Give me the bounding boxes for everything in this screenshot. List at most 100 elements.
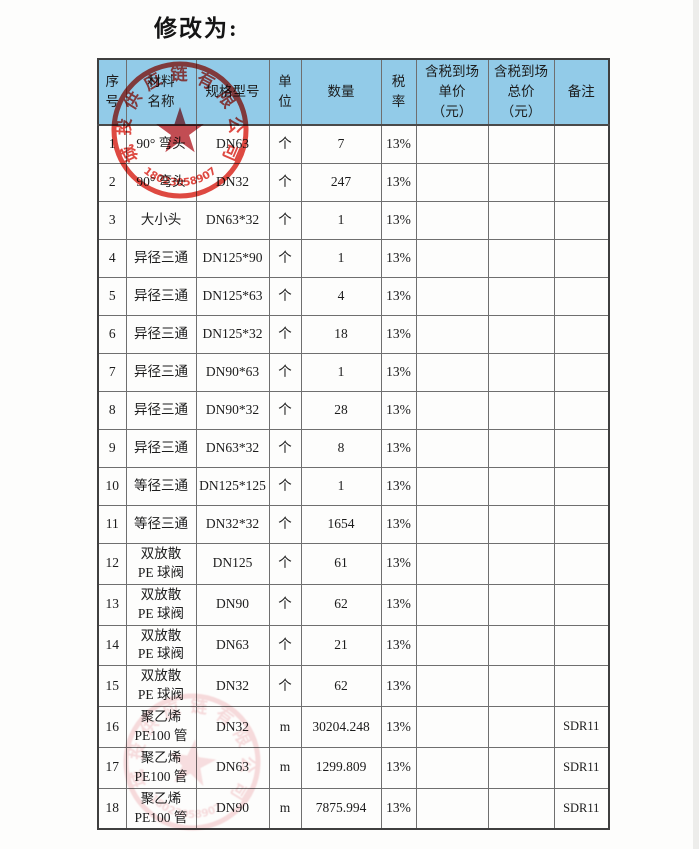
cell-remark	[553, 315, 610, 354]
cell-unit: 个	[268, 429, 302, 468]
cell-remark	[553, 201, 610, 240]
cell-rate: 13%	[380, 505, 417, 544]
cell-rate: 13%	[380, 583, 417, 626]
cell-rate: 13%	[380, 429, 417, 468]
table-row: 16 聚乙烯 PE100 管 DN32 m 30204.248 13% SDR1…	[97, 706, 610, 748]
cell-total-price	[487, 277, 555, 316]
cell-spec: DN32	[195, 665, 270, 708]
cell-no: 6	[97, 315, 127, 354]
cell-unit-price	[415, 467, 489, 506]
cell-no: 15	[97, 665, 127, 708]
header-cell-rate: 税 率	[380, 58, 417, 126]
cell-qty: 1654	[300, 505, 382, 544]
cell-unit-price	[415, 787, 489, 830]
cell-name: 异径三通	[125, 353, 197, 392]
cell-rate: 13%	[380, 706, 417, 748]
cell-total-price	[487, 624, 555, 667]
cell-unit-price	[415, 429, 489, 468]
cell-rate: 13%	[380, 746, 417, 789]
table-row: 10 等径三通 DN125*125 个 1 13%	[97, 467, 610, 506]
cell-name: 聚乙烯 PE100 管	[125, 706, 197, 748]
cell-no: 10	[97, 467, 127, 506]
cell-remark	[553, 124, 610, 164]
cell-unit-price	[415, 163, 489, 202]
cell-spec: DN125*90	[195, 239, 270, 278]
cell-total-price	[487, 505, 555, 544]
table-row: 3 大小头 DN63*32 个 1 13%	[97, 201, 610, 240]
cell-spec: DN90*63	[195, 353, 270, 392]
cell-name: 90° 弯头	[125, 163, 197, 202]
cell-no: 1	[97, 124, 127, 164]
header-cell-unit-price: 含税到场 单价 （元）	[415, 58, 489, 126]
cell-remark	[553, 353, 610, 392]
cell-unit: 个	[268, 239, 302, 278]
cell-name: 异径三通	[125, 239, 197, 278]
cell-total-price	[487, 665, 555, 708]
cell-total-price	[487, 467, 555, 506]
cell-total-price	[487, 163, 555, 202]
cell-no: 9	[97, 429, 127, 468]
document-title: 修改为:	[154, 16, 239, 41]
cell-total-price	[487, 706, 555, 748]
cell-no: 7	[97, 353, 127, 392]
cell-spec: DN63	[195, 624, 270, 667]
cell-qty: 1	[300, 353, 382, 392]
cell-remark: SDR11	[553, 746, 610, 789]
table-row: 13 双放散 PE 球阀 DN90 个 62 13%	[97, 583, 610, 626]
table-body: 1 90° 弯头 DN63 个 7 13% 2 90° 弯头 DN32 个 24…	[97, 124, 610, 830]
cell-spec: DN125*32	[195, 315, 270, 354]
cell-rate: 13%	[380, 787, 417, 830]
cell-rate: 13%	[380, 163, 417, 202]
cell-unit: 个	[268, 163, 302, 202]
cell-name: 异径三通	[125, 277, 197, 316]
cell-qty: 62	[300, 665, 382, 708]
cell-qty: 8	[300, 429, 382, 468]
cell-rate: 13%	[380, 277, 417, 316]
cell-qty: 4	[300, 277, 382, 316]
cell-rate: 13%	[380, 467, 417, 506]
cell-name: 等径三通	[125, 505, 197, 544]
cell-unit-price	[415, 277, 489, 316]
scan-edge-shading	[693, 0, 699, 849]
cell-total-price	[487, 583, 555, 626]
cell-unit-price	[415, 624, 489, 667]
cell-total-price	[487, 353, 555, 392]
cell-remark	[553, 391, 610, 430]
cell-spec: DN90	[195, 583, 270, 626]
cell-unit-price	[415, 201, 489, 240]
cell-spec: DN63	[195, 124, 270, 164]
table-row: 5 异径三通 DN125*63 个 4 13%	[97, 277, 610, 316]
cell-no: 2	[97, 163, 127, 202]
cell-unit: 个	[268, 353, 302, 392]
cell-qty: 7	[300, 124, 382, 164]
cell-unit: 个	[268, 391, 302, 430]
cell-no: 4	[97, 239, 127, 278]
cell-no: 3	[97, 201, 127, 240]
table-row: 9 异径三通 DN63*32 个 8 13%	[97, 429, 610, 468]
cell-name: 90° 弯头	[125, 124, 197, 164]
cell-name: 大小头	[125, 201, 197, 240]
cell-qty: 30204.248	[300, 706, 382, 748]
cell-spec: DN125*125	[195, 467, 270, 506]
cell-spec: DN125	[195, 543, 270, 585]
cell-spec: DN63	[195, 746, 270, 789]
materials-table: 序 号 材料 名称 规格型号 单 位 数量 税 率 含税到场 单价 （元） 含税…	[97, 58, 610, 831]
cell-qty: 21	[300, 624, 382, 667]
cell-name: 双放散 PE 球阀	[125, 624, 197, 667]
cell-remark	[553, 239, 610, 278]
cell-no: 11	[97, 505, 127, 544]
cell-unit: 个	[268, 315, 302, 354]
cell-unit: m	[268, 706, 302, 748]
cell-unit-price	[415, 505, 489, 544]
cell-no: 13	[97, 583, 127, 626]
header-cell-total-price: 含税到场 总价 （元）	[487, 58, 555, 126]
cell-name: 聚乙烯 PE100 管	[125, 787, 197, 830]
cell-unit-price	[415, 124, 489, 164]
cell-qty: 7875.994	[300, 787, 382, 830]
cell-name: 异径三通	[125, 429, 197, 468]
cell-remark: SDR11	[553, 706, 610, 748]
cell-remark	[553, 277, 610, 316]
cell-unit-price	[415, 665, 489, 708]
cell-remark	[553, 163, 610, 202]
cell-unit: 个	[268, 543, 302, 585]
